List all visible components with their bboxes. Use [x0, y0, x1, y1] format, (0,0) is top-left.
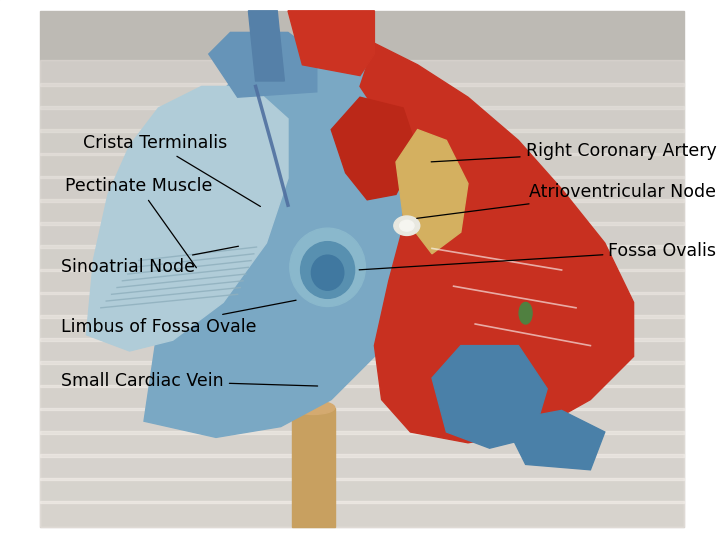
Text: Limbus of Fossa Ovale: Limbus of Fossa Ovale	[61, 300, 296, 336]
Ellipse shape	[519, 302, 532, 324]
Bar	[40, 246, 684, 271]
Bar	[40, 454, 684, 480]
Bar	[40, 176, 684, 201]
Bar	[40, 199, 684, 225]
Bar	[40, 153, 684, 178]
Polygon shape	[331, 97, 418, 200]
Bar	[40, 83, 684, 109]
Text: Pectinate Muscle: Pectinate Muscle	[65, 177, 212, 268]
Polygon shape	[248, 11, 284, 81]
Bar	[40, 130, 684, 155]
Bar	[40, 501, 684, 526]
Polygon shape	[144, 38, 432, 437]
Ellipse shape	[289, 228, 366, 307]
Polygon shape	[504, 410, 605, 470]
Circle shape	[394, 216, 420, 235]
Ellipse shape	[312, 255, 344, 291]
Ellipse shape	[292, 401, 335, 415]
Bar	[40, 315, 684, 341]
Polygon shape	[360, 43, 634, 443]
Polygon shape	[209, 32, 317, 97]
Text: Small Cardiac Vein: Small Cardiac Vein	[61, 372, 318, 390]
Text: Crista Terminalis: Crista Terminalis	[83, 134, 261, 206]
Bar	[40, 292, 684, 318]
Text: Fossa Ovalis: Fossa Ovalis	[359, 242, 716, 270]
Bar	[40, 60, 684, 85]
Bar	[40, 269, 684, 294]
Polygon shape	[396, 130, 468, 254]
Circle shape	[400, 220, 414, 231]
Bar	[40, 361, 684, 387]
Bar	[40, 384, 684, 410]
Polygon shape	[86, 86, 288, 351]
Bar	[40, 338, 684, 364]
Polygon shape	[288, 11, 374, 76]
Bar	[292, 408, 335, 526]
Text: Right Coronary Artery: Right Coronary Artery	[431, 142, 716, 162]
Text: Sinoatrial Node: Sinoatrial Node	[61, 246, 238, 276]
Bar	[40, 477, 684, 503]
Bar	[40, 431, 684, 457]
Bar	[40, 106, 684, 132]
Ellipse shape	[301, 241, 355, 298]
Bar	[40, 11, 684, 526]
Text: Atrioventricular Node: Atrioventricular Node	[417, 183, 716, 218]
Bar	[40, 408, 684, 434]
Polygon shape	[432, 346, 547, 448]
Bar	[40, 222, 684, 248]
